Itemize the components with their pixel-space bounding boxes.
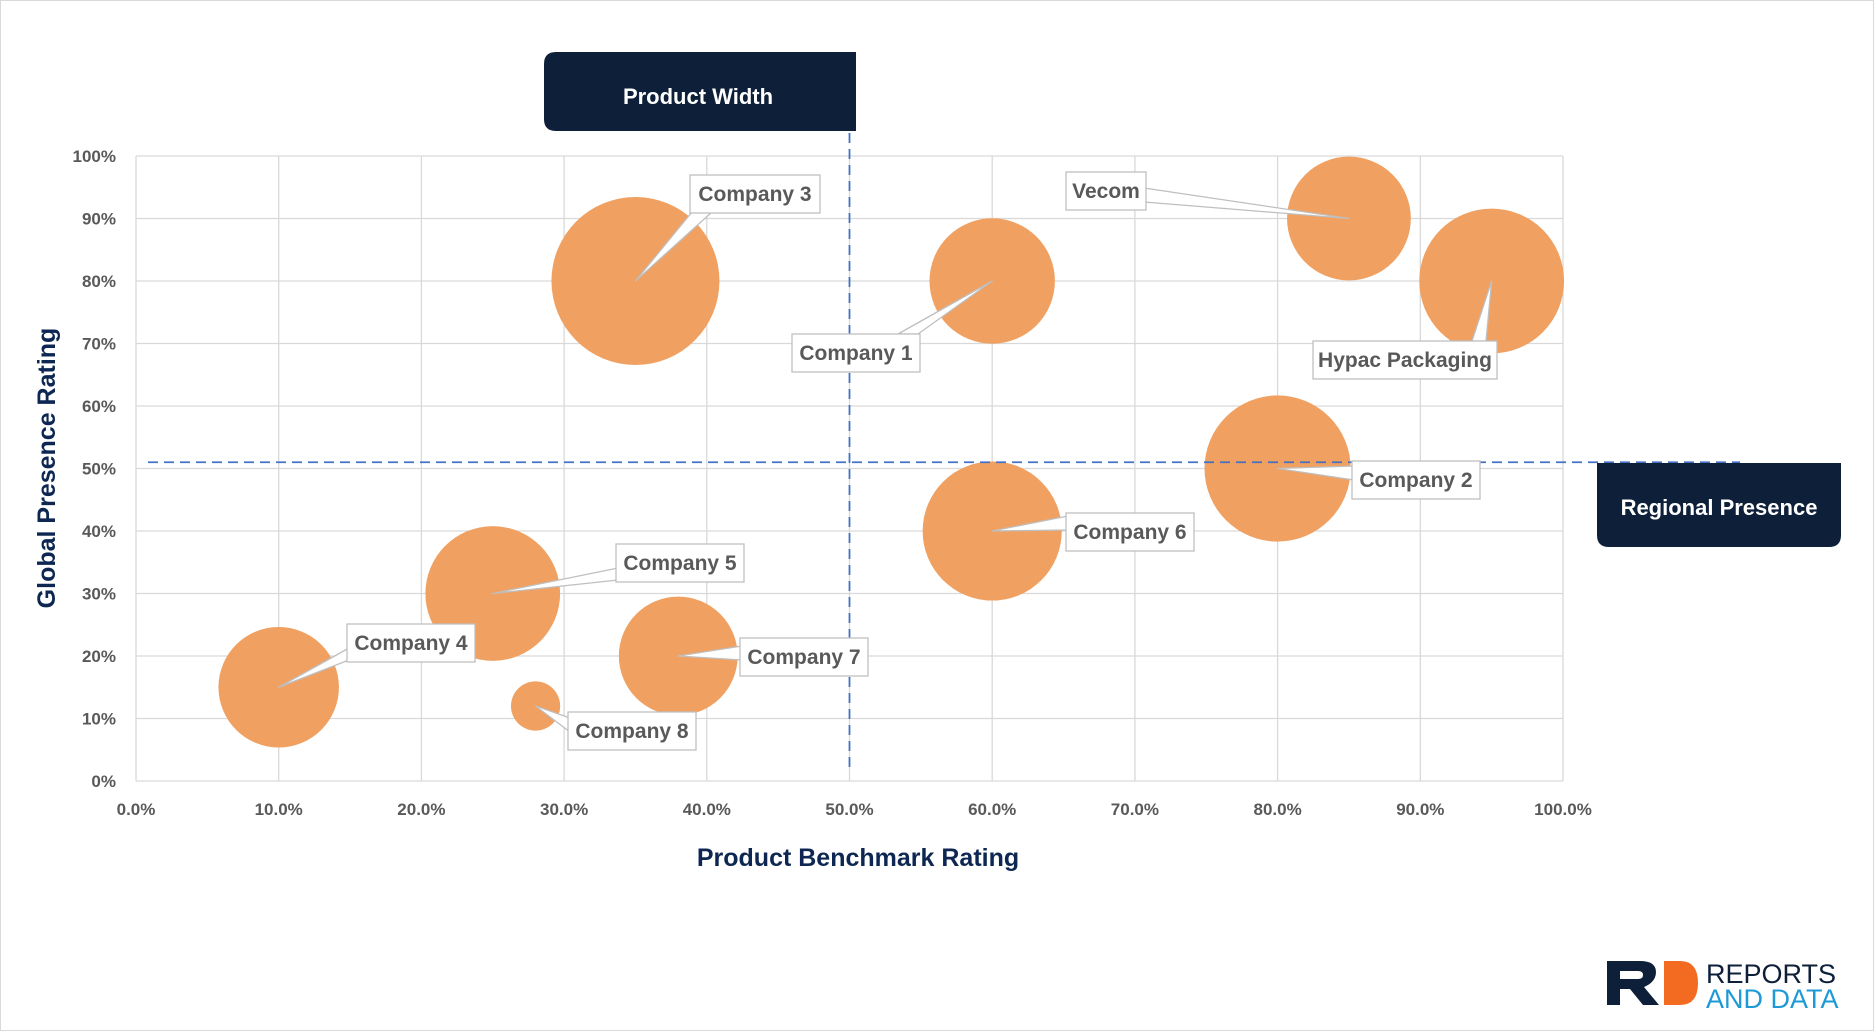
y-tick-label: 70% <box>82 335 116 354</box>
data-label-text: Hypac Packaging <box>1318 349 1492 372</box>
x-tick-label: 90.0% <box>1396 800 1444 819</box>
data-label: Company 3 <box>634 174 821 282</box>
label-box <box>1065 512 1195 552</box>
y-tick-labels: 0% 10% 20% 30% 40% 50% 60% 70% 80% 90% 100% <box>73 147 116 791</box>
label-box <box>1065 171 1147 211</box>
y-tick-label: 80% <box>82 272 116 291</box>
data-label-text: Company 3 <box>698 183 811 206</box>
data-label-text: Company 7 <box>747 646 860 669</box>
data-label: Company 6 <box>991 512 1195 552</box>
label-box <box>567 711 697 751</box>
x-tick-label: 60.0% <box>968 800 1016 819</box>
y-tick-label: 10% <box>82 710 116 729</box>
y-axis-title: Global Presence Rating <box>33 328 61 609</box>
y-tick-label: 0% <box>91 772 116 791</box>
y-tick-label: 30% <box>82 585 116 604</box>
top-banner: Product Width <box>544 52 856 131</box>
logo-d-mark <box>1664 961 1698 1005</box>
reports-and-data-logo: REPORTS AND DATA <box>1607 959 1839 1014</box>
x-tick-label: 30.0% <box>540 800 588 819</box>
top-banner-bg <box>544 52 856 131</box>
label-box <box>1351 460 1481 500</box>
right-banner-label: Regional Presence <box>1621 495 1818 520</box>
data-label-text: Company 8 <box>575 720 689 743</box>
x-tick-label: 20.0% <box>397 800 445 819</box>
label-box <box>739 637 869 677</box>
data-label: Company 2 <box>1276 460 1481 500</box>
y-tick-label: 60% <box>82 397 116 416</box>
data-label-text: Company 5 <box>623 552 737 575</box>
data-label-text: Company 4 <box>354 632 468 655</box>
x-tick-label: 70.0% <box>1111 800 1159 819</box>
data-label: Company 8 <box>534 705 697 751</box>
x-tick-label: 100.0% <box>1534 800 1592 819</box>
data-label-text: Company 6 <box>1073 521 1186 544</box>
data-label-text: Vecom <box>1072 180 1140 203</box>
y-tick-label: 50% <box>82 460 116 479</box>
label-box <box>346 623 476 663</box>
logo-text-line1: REPORTS <box>1706 959 1836 989</box>
data-label: Company 1 <box>791 280 993 373</box>
y-tick-label: 20% <box>82 647 116 666</box>
top-banner-label: Product Width <box>623 84 773 109</box>
data-label-text: Company 2 <box>1359 469 1472 492</box>
logo-r-mark <box>1607 961 1659 1005</box>
x-axis-title: Product Benchmark Rating <box>697 844 1019 872</box>
right-banner-bg <box>1597 463 1841 547</box>
label-box <box>1312 340 1498 380</box>
data-label: Company 4 <box>278 623 476 688</box>
data-label: Company 5 <box>492 543 745 595</box>
y-tick-label: 40% <box>82 522 116 541</box>
y-tick-label: 90% <box>82 210 116 229</box>
x-tick-label: 0.0% <box>117 800 156 819</box>
x-tick-label: 80.0% <box>1253 800 1301 819</box>
x-tick-labels: 0.0% 10.0% 20.0% 30.0% 40.0% 50.0% 60.0% 70.0% 8… <box>117 800 1592 819</box>
logo-text-line2: AND DATA <box>1706 984 1839 1014</box>
data-labels: Company 3 Company 1 Vecom Hypac Packaging Co… <box>278 171 1498 751</box>
label-box <box>791 333 921 373</box>
label-box <box>689 174 821 214</box>
right-banner: Regional Presence <box>1597 463 1841 547</box>
data-label: Company 7 <box>677 637 869 677</box>
x-tick-label: 10.0% <box>255 800 303 819</box>
data-label-text: Company 1 <box>799 342 913 365</box>
x-tick-label: 50.0% <box>825 800 873 819</box>
data-label: Hypac Packaging <box>1312 280 1498 380</box>
y-tick-label: 100% <box>73 147 116 166</box>
x-tick-label: 40.0% <box>683 800 731 819</box>
data-label: Vecom <box>1065 171 1350 220</box>
label-box <box>615 543 745 583</box>
